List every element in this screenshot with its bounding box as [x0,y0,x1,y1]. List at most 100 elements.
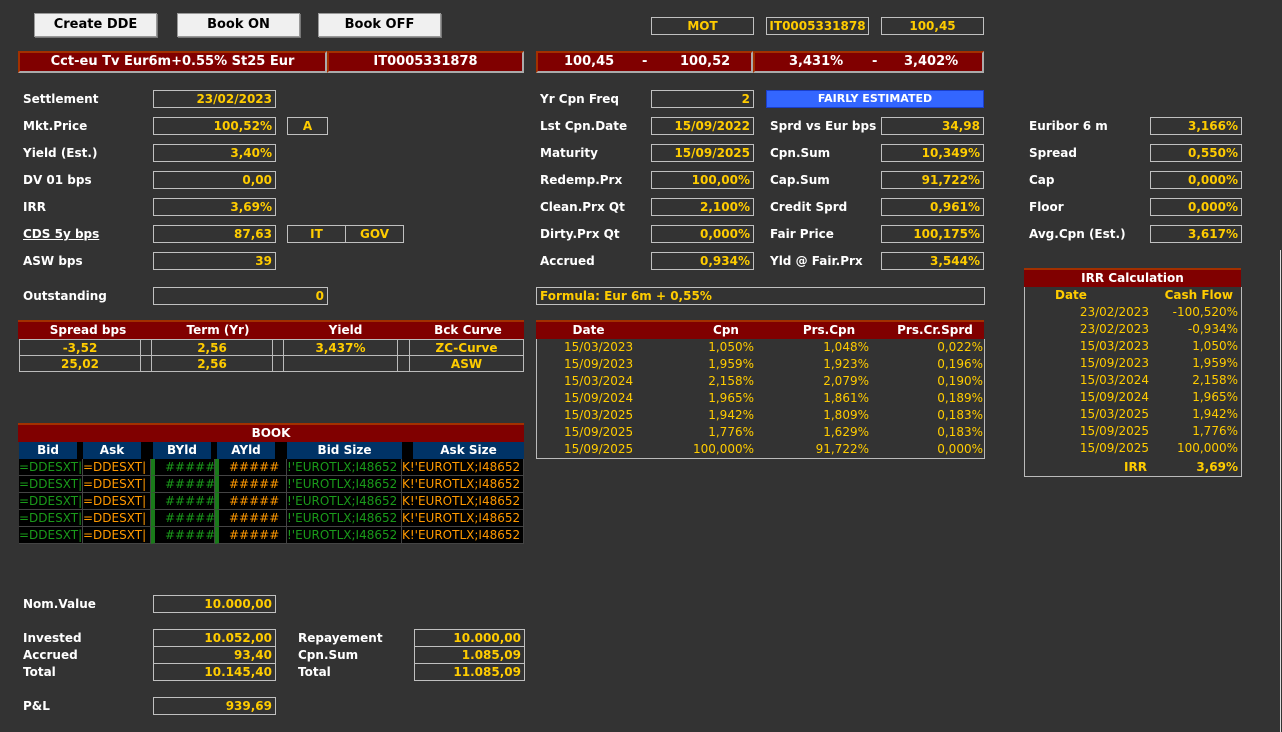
outstanding-field[interactable]: 0 [153,287,328,305]
irr-row: 15/09/2025 100,000% [1025,440,1241,457]
cpn-value: 100,000% [692,442,754,456]
book-ask-size-cell[interactable]: K!'EUROTLX;I48652 [402,459,524,476]
book-byld-cell[interactable]: ##### [151,459,215,476]
dv01-label: DV 01 bps [23,173,92,187]
irr-field: 3,69% [153,198,276,216]
credit-sprd-label: Credit Sprd [770,200,848,214]
yield-cell: 3,437% [283,339,398,356]
book-ask-size-cell[interactable]: K!'EUROTLX;I48652 [402,510,524,527]
book-ask-cell[interactable]: =DDESXT| [83,527,151,544]
book-byld-cell[interactable]: ##### [151,527,215,544]
cpn-row: 15/09/2024 1,965% 1,861% 0,189% [537,390,984,407]
cap-sum-label: Cap.Sum [770,173,830,187]
irr-row: 15/09/2025 1,776% [1025,423,1241,440]
prs-cr-sprd: 0,000% [937,442,983,456]
book-ayld-cell[interactable]: ##### [215,459,287,476]
book-bid-cell[interactable]: =DDESXT| [19,493,83,510]
prs-cpn: 1,923% [823,357,869,371]
book-ask-size-cell[interactable]: K!'EUROTLX;I48652 [402,527,524,544]
nom-value-field[interactable]: 10.000,00 [153,595,276,613]
cpn-freq-field[interactable]: 2 [651,90,754,108]
irr-row: 15/09/2023 1,959% [1025,355,1241,372]
cpn-sum-label: Cpn.Sum [770,146,831,160]
redemp-field[interactable]: 100,00% [651,171,754,189]
book-ayld-cell[interactable]: ##### [215,527,287,544]
cds-field: 87,63 [153,225,276,243]
book-bid-size-cell[interactable]: !'EUROTLX;I48652 [287,493,402,510]
maturity-field[interactable]: 15/09/2025 [651,144,754,162]
spread-table-header: Spread bps Term (Yr) Yield Bck Curve [18,320,524,339]
irr-row: 23/02/2023 -0,934% [1025,321,1241,338]
book-bid-size-cell[interactable]: !'EUROTLX;I48652 [287,527,402,544]
book-title: BOOK [18,423,524,442]
maturity-label: Maturity [540,146,598,160]
book-col-ayld: AYld [217,442,275,459]
irr-cashflow: -100,520% [1172,305,1238,319]
clean-label: Clean.Prx Qt [540,200,625,214]
formula-field: Formula: Eur 6m + 0,55% [536,287,985,305]
cpn-value: 1,965% [708,391,754,405]
cds-link[interactable]: CDS 5y bps [23,227,100,241]
curve-cell[interactable]: ASW [409,355,524,372]
fair-price-label: Fair Price [770,227,834,241]
book-off-button[interactable]: Book OFF [318,13,441,37]
market-venue[interactable]: MOT [651,17,754,35]
spread-field[interactable]: 0,550% [1150,144,1242,162]
book-col-bid: Bid [19,442,77,459]
book-ask-cell[interactable]: =DDESXT| [83,476,151,493]
book-bid-cell[interactable]: =DDESXT| [19,510,83,527]
book-ask-cell[interactable]: =DDESXT| [83,493,151,510]
dirty-label: Dirty.Prx Qt [540,227,620,241]
cap-field[interactable]: 0,000% [1150,171,1242,189]
prs-cr-sprd: 0,190% [937,374,983,388]
book-bid-cell[interactable]: =DDESXT| [19,476,83,493]
book-bid-cell[interactable]: =DDESXT| [19,459,83,476]
cds-sector-field[interactable]: GOV [345,225,404,243]
irr-row: 15/03/2024 2,158% [1025,372,1241,389]
fair-price-field: 100,175% [881,225,984,243]
irr-cashflow: 1,050% [1192,339,1238,353]
settlement-field[interactable]: 23/02/2023 [153,90,276,108]
cpn-value: 1,942% [708,408,754,422]
col-date: Date [572,323,605,337]
book-byld-cell[interactable]: ##### [151,510,215,527]
book-ask-cell[interactable]: =DDESXT| [83,510,151,527]
last-cpn-label: Lst Cpn.Date [540,119,628,133]
cpn-sum-amt-label: Cpn.Sum [298,648,359,662]
cds-country-field[interactable]: IT [287,225,346,243]
book-byld-cell[interactable]: ##### [151,476,215,493]
irr-row: 15/03/2025 1,942% [1025,406,1241,423]
book-ask-size-cell[interactable]: K!'EUROTLX;I48652 [402,476,524,493]
price-side-field[interactable]: A [287,117,328,135]
col-yield: Yield [328,323,363,337]
irr-label: IRR [23,200,46,214]
curve-cell[interactable]: ZC-Curve [409,339,524,356]
market-isin[interactable]: IT0005331878 [766,17,869,35]
irr-cashflow: -0,934% [1187,322,1238,336]
euribor-field[interactable]: 3,166% [1150,117,1242,135]
book-on-button[interactable]: Book ON [177,13,300,37]
book-ask-cell[interactable]: =DDESXT| [83,459,151,476]
book-bid-size-cell[interactable]: !'EUROTLX;I48652 [287,476,402,493]
cpn-date: 15/09/2025 [564,442,634,456]
floor-field[interactable]: 0,000% [1150,198,1242,216]
last-cpn-field[interactable]: 15/09/2022 [651,117,754,135]
book-byld-cell[interactable]: ##### [151,493,215,510]
book-ayld-cell[interactable]: ##### [215,510,287,527]
book-bid-size-cell[interactable]: !'EUROTLX;I48652 [287,510,402,527]
book-bid-cell[interactable]: =DDESXT| [19,527,83,544]
cpn-row: 15/09/2023 1,959% 1,923% 0,196% [537,356,984,373]
book-ayld-cell[interactable]: ##### [215,476,287,493]
irr-total-label: IRR [1124,460,1147,474]
bid-price: 100,45 [564,54,615,69]
create-dde-button[interactable]: Create DDE [34,13,157,37]
price-bid-ask: 100,45 - 100,52 [536,51,753,73]
total-in-label: Total [23,665,56,679]
prs-cr-sprd: 0,183% [937,425,983,439]
book-ask-size-cell[interactable]: K!'EUROTLX;I48652 [402,493,524,510]
euribor-label: Euribor 6 m [1029,119,1108,133]
mkt-price-field[interactable]: 100,52% [153,117,276,135]
book-bid-size-cell[interactable]: !'EUROTLX;I48652 [287,459,402,476]
yld-fair-label: Yld @ Fair.Prx [770,254,863,268]
book-ayld-cell[interactable]: ##### [215,493,287,510]
